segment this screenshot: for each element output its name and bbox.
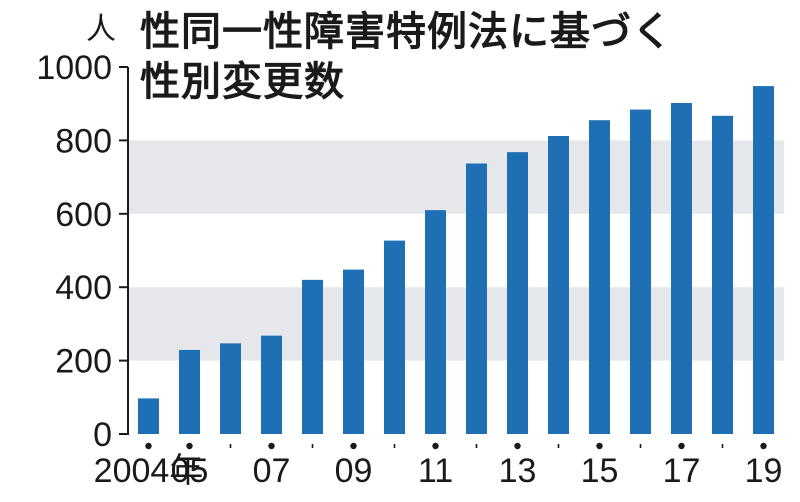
x-tick-dot <box>186 442 193 450</box>
bar-14 <box>548 135 569 434</box>
x-tick-dot <box>514 442 521 450</box>
bar-16 <box>630 109 651 435</box>
x-tick-label: 17 <box>663 452 701 490</box>
chart-title-line-2: 性別変更数 <box>140 59 345 105</box>
x-tick-label: 2004年 <box>94 452 204 490</box>
y-tick-label: 1000 <box>36 49 112 87</box>
x-tick-label: 15 <box>581 452 619 490</box>
y-tick-label: 200 <box>55 343 112 381</box>
bar-10 <box>384 240 405 434</box>
x-tick-mark <box>475 444 478 448</box>
y-tick-label: 400 <box>55 269 112 307</box>
bar-05 <box>179 349 200 434</box>
bar-17 <box>671 102 692 434</box>
x-tick-dot <box>432 442 439 450</box>
y-tick-label: 600 <box>55 196 112 234</box>
bar-06 <box>220 343 241 434</box>
x-tick-dot <box>760 442 767 450</box>
x-tick-label: 11 <box>418 452 453 490</box>
x-tick-dot <box>350 442 357 450</box>
x-tick-mark <box>639 444 642 448</box>
bar-11 <box>425 210 446 434</box>
bar-12 <box>466 163 487 434</box>
x-tick-label: 07 <box>253 452 291 490</box>
bar-08 <box>302 279 323 434</box>
x-tick-dot <box>145 442 152 450</box>
x-tick-mark <box>557 444 560 448</box>
x-tick-dot <box>596 442 603 450</box>
x-tick-label: 05 <box>171 452 209 490</box>
x-tick-mark <box>393 444 396 448</box>
bar-09 <box>343 269 364 434</box>
x-tick-mark <box>311 444 314 448</box>
x-tick-mark <box>229 444 232 448</box>
x-tick-dot <box>268 442 275 450</box>
bar-19 <box>753 86 774 435</box>
y-tick-label: 800 <box>55 122 112 160</box>
chart-title-line-1: 性同一性障害特例法に基づく <box>140 9 673 55</box>
y-unit-label: 人 <box>86 12 116 47</box>
bar-07 <box>261 335 282 434</box>
bar-2004 <box>138 398 159 434</box>
x-tick-dot <box>678 442 685 450</box>
bar-13 <box>507 152 528 435</box>
bar-18 <box>712 115 733 434</box>
x-tick-label: 19 <box>745 452 783 490</box>
bar-15 <box>589 120 610 434</box>
x-tick-label: 09 <box>335 452 373 490</box>
x-tick-label: 13 <box>499 452 537 490</box>
x-tick-mark <box>721 444 724 448</box>
y-tick-label: 0 <box>93 416 112 454</box>
